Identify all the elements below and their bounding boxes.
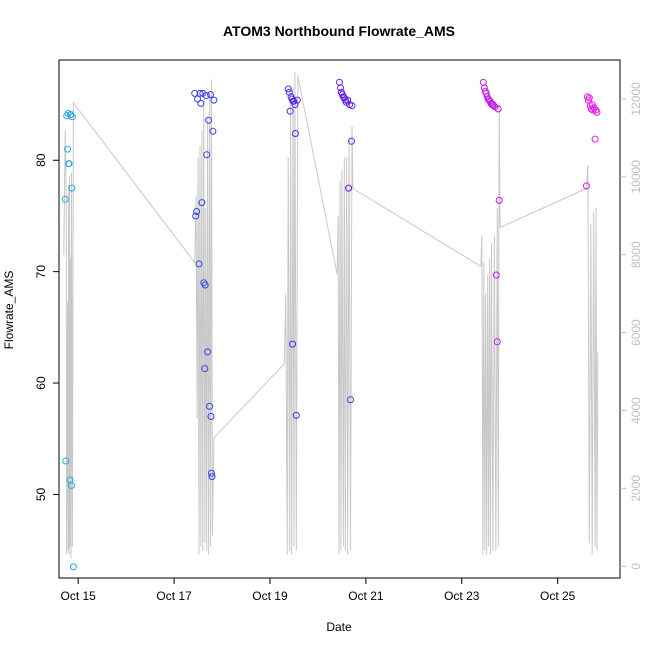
series-line [63,71,599,559]
data-point [344,96,352,104]
data-point [196,89,204,97]
data-point [192,212,200,220]
data-point [345,184,353,192]
data-point [284,85,292,93]
x-tick-label: Oct 23 [444,589,480,603]
x-tick-label: Oct 17 [156,589,192,603]
plot-area: Oct 15 Oct 17 Oct 19 Oct 21 Oct 23 Oct 25 50 60… [34,59,643,603]
data-point [348,137,355,145]
data-point [69,563,77,571]
data-point [490,102,498,110]
data-point [291,130,299,137]
data-point [493,338,501,346]
data-point [204,348,212,356]
data-point [209,127,217,135]
x-tick-label: Oct 19 [252,589,288,603]
data-point [207,91,214,98]
data-point [201,365,209,373]
data-point [336,78,343,86]
data-point [286,107,294,115]
x-tick-label: Oct 15 [60,589,96,603]
x-tick-label: Oct 25 [540,589,576,603]
data-point [582,182,590,190]
data-point [292,411,300,419]
data-point [208,473,216,481]
data-point [68,482,75,489]
data-point [202,92,210,100]
data-point [198,199,206,207]
data-point [492,271,500,279]
data-point [206,402,214,410]
chart-title: ATOM3 Northbound Flowrate_AMS [223,23,455,39]
y2-tick-label: 0 [629,563,643,570]
y-tick-label: 80 [34,153,48,167]
plot-frame [58,59,621,579]
data-point [193,208,201,215]
data-point [489,101,497,109]
data-point [194,95,202,103]
data-point [495,196,503,204]
data-point [68,113,76,121]
data-point [591,135,599,143]
data-point [64,145,72,153]
y2-tick-label: 6000 [629,319,643,346]
data-point [293,96,301,104]
data-point [201,281,209,289]
y2-tick-label: 12000 [629,82,643,116]
data-point [210,96,218,104]
data-point [285,88,293,96]
data-point [290,97,298,105]
y-tick-label: 60 [34,376,48,390]
data-point [195,260,203,268]
y2-tick-label: 2000 [629,475,643,502]
y-tick-label: 70 [34,265,48,279]
data-point [207,413,215,420]
data-point [191,89,199,97]
data-point [208,469,215,477]
data-point [205,116,213,124]
x-axis-label: Date [326,620,352,634]
data-point [347,396,354,404]
y2-tick-label: 8000 [629,241,643,268]
data-point [203,151,211,159]
data-point [337,84,344,92]
x-tick-label: Oct 21 [348,589,384,603]
data-point [61,195,69,203]
data-point [479,78,487,86]
data-point [494,105,502,113]
data-point [68,184,76,192]
data-point [348,102,356,110]
data-point [62,457,70,465]
data-point [289,340,296,348]
y-axis-label: Flowrate_AMS [2,271,16,350]
data-point [585,94,593,102]
y2-tick-label: 10000 [629,160,643,194]
y2-tick-label: 4000 [629,397,643,424]
data-point [593,108,601,116]
y-tick-label: 50 [34,487,48,501]
data-point [197,99,205,107]
data-point [65,160,73,168]
